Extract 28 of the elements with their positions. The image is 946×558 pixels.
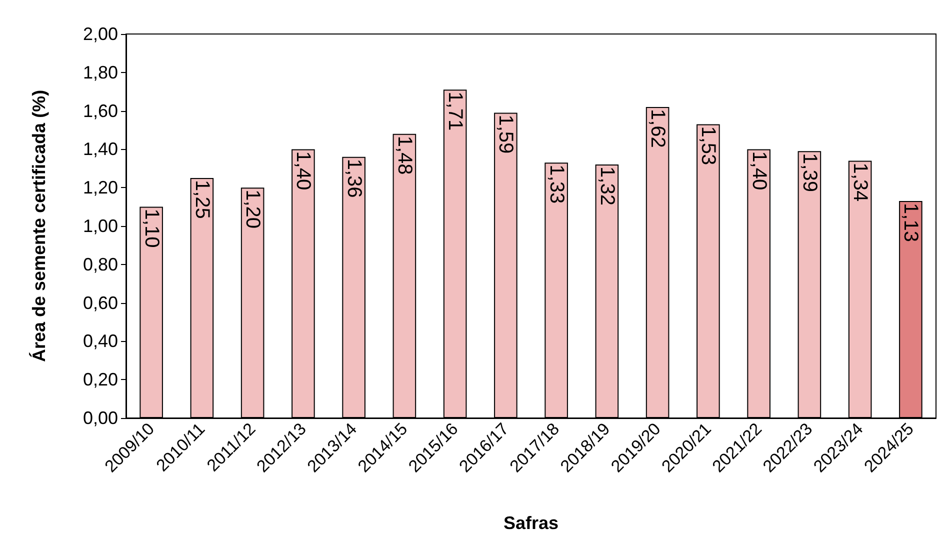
y-tick-label: 0,80 — [82, 254, 118, 274]
data-label: 1,40 — [748, 151, 770, 190]
y-axis-title: Área de semente certificada (%) — [29, 90, 49, 362]
y-tick-label: 1,00 — [82, 216, 118, 236]
y-tick-label: 2,00 — [82, 24, 118, 44]
data-label: 1,25 — [190, 180, 213, 219]
data-label: 1,59 — [494, 114, 517, 154]
data-label: 1,48 — [393, 136, 416, 175]
y-tick-label: 1,80 — [82, 62, 118, 82]
data-label: 1,53 — [697, 126, 720, 166]
y-tick-label: 0,40 — [82, 331, 118, 352]
data-label: 1,40 — [292, 151, 314, 190]
data-label: 1,13 — [900, 203, 922, 242]
x-axis-title: Safras — [503, 513, 559, 533]
y-tick-label: 1,60 — [82, 100, 118, 121]
data-label: 1,20 — [242, 190, 264, 229]
data-label: 1,33 — [545, 164, 568, 204]
data-label: 1,39 — [798, 153, 820, 192]
data-label: 1,34 — [849, 162, 872, 202]
data-label: 1,10 — [140, 208, 162, 248]
y-tick-label: 1,20 — [82, 178, 118, 198]
data-label: 1,71 — [444, 92, 466, 131]
y-tick-label: 0,60 — [82, 292, 118, 313]
y-tick-label: 0,20 — [82, 370, 118, 390]
data-label: 1,62 — [646, 108, 669, 148]
y-tick-label: 1,40 — [82, 139, 118, 160]
data-label: 1,36 — [342, 158, 365, 198]
data-label: 1,32 — [596, 166, 618, 206]
